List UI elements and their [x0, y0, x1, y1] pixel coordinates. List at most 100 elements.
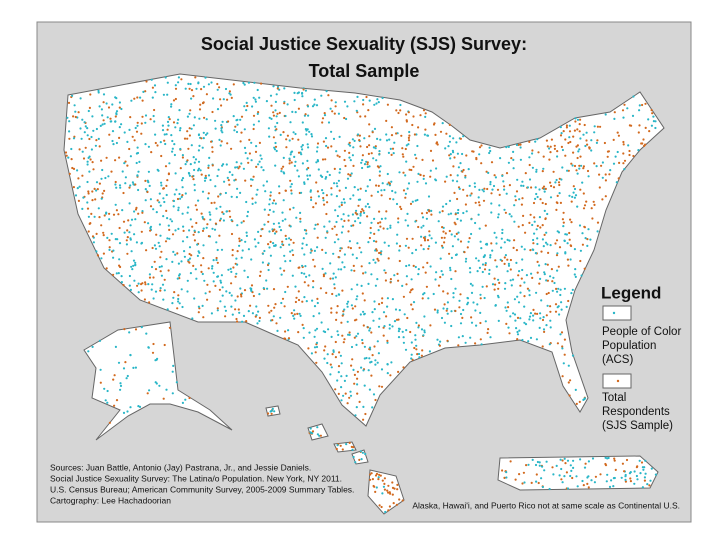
- dot: [284, 218, 287, 221]
- dot: [553, 147, 557, 150]
- dot: [539, 312, 542, 315]
- dot: [456, 197, 459, 201]
- dot: [106, 116, 109, 119]
- dot: [654, 126, 657, 130]
- dot: [540, 250, 543, 253]
- dot: [144, 179, 147, 182]
- dot: [501, 174, 504, 177]
- dot: [531, 276, 534, 279]
- dot: [448, 199, 452, 202]
- dot: [202, 257, 205, 260]
- dot: [250, 289, 253, 293]
- dot: [290, 189, 293, 192]
- dot: [380, 301, 384, 304]
- dot: [412, 115, 415, 118]
- dot: [635, 474, 639, 478]
- dot: [352, 455, 355, 459]
- dot: [531, 166, 535, 169]
- dot: [133, 139, 136, 142]
- dot: [323, 112, 326, 115]
- dot: [518, 270, 521, 273]
- dot: [292, 131, 295, 134]
- dot: [72, 167, 76, 170]
- dot: [321, 267, 324, 270]
- dot: [323, 225, 326, 228]
- dot: [382, 334, 385, 337]
- dot: [101, 114, 104, 117]
- dot: [255, 305, 258, 308]
- dot: [155, 382, 158, 385]
- dot: [371, 131, 374, 134]
- dot: [301, 300, 304, 303]
- dot: [562, 211, 565, 214]
- dot: [212, 97, 215, 100]
- dot: [192, 95, 195, 98]
- dot: [118, 156, 121, 159]
- dot: [96, 254, 100, 257]
- dot: [457, 231, 460, 234]
- dot: [363, 163, 367, 166]
- dot: [488, 272, 491, 275]
- dot: [420, 328, 424, 331]
- dot: [279, 316, 282, 319]
- dot: [552, 170, 555, 173]
- dot: [163, 133, 166, 136]
- dot: [378, 174, 381, 177]
- dot: [238, 311, 241, 314]
- dot: [179, 197, 182, 200]
- dot: [342, 310, 345, 313]
- dot: [572, 151, 575, 154]
- dot: [289, 185, 292, 188]
- dot: [343, 308, 346, 311]
- dot: [356, 392, 359, 395]
- dot: [288, 162, 291, 165]
- dot: [84, 125, 87, 128]
- dot: [132, 264, 135, 267]
- dot: [582, 165, 586, 168]
- dot: [417, 273, 420, 276]
- dot: [529, 213, 532, 216]
- dot: [126, 229, 129, 232]
- dot: [106, 389, 109, 393]
- dot: [315, 327, 319, 330]
- dot: [451, 179, 454, 182]
- dot: [270, 104, 273, 107]
- dot: [369, 327, 372, 330]
- dot: [220, 127, 223, 130]
- dot: [402, 189, 406, 192]
- dot: [465, 210, 468, 213]
- dot: [349, 390, 352, 393]
- dot: [181, 156, 184, 159]
- dot: [300, 145, 303, 148]
- dot: [622, 116, 625, 119]
- dot: [272, 288, 276, 291]
- dot: [182, 229, 185, 232]
- dot: [171, 260, 174, 263]
- dot: [638, 459, 641, 462]
- dot: [452, 151, 455, 154]
- dot: [563, 287, 567, 290]
- dot: [211, 146, 214, 149]
- dot: [394, 308, 398, 311]
- dot: [468, 184, 471, 187]
- dot: [100, 108, 103, 111]
- dot: [281, 211, 284, 214]
- dot: [152, 114, 155, 118]
- dot: [201, 229, 205, 232]
- dot: [345, 117, 348, 121]
- dot: [360, 161, 363, 164]
- dot: [638, 124, 641, 127]
- dot: [174, 253, 177, 256]
- dot: [581, 479, 584, 483]
- dot: [410, 341, 413, 344]
- dot: [242, 314, 246, 317]
- dot: [434, 278, 437, 281]
- dot: [579, 259, 582, 263]
- dot: [506, 238, 509, 241]
- dot: [375, 486, 378, 489]
- dot: [525, 464, 528, 467]
- dot: [267, 268, 270, 272]
- dot: [76, 169, 79, 172]
- dot: [333, 287, 336, 290]
- legend-label: Population: [602, 340, 656, 352]
